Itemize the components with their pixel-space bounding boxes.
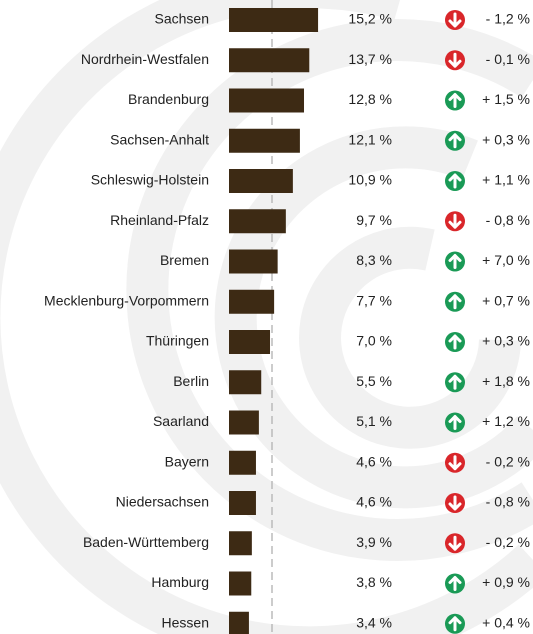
bar [229, 572, 251, 596]
value-label: 9,7 % [356, 212, 392, 228]
change-icon [445, 211, 465, 231]
chart: Sachsen 15,2 % - 1,2 % Nordrhein-Westfalen 1… [0, 0, 533, 634]
change-label: - 0,8 % [486, 494, 530, 510]
change-icon [445, 292, 465, 312]
change-icon [445, 10, 465, 30]
category-label: Sachsen [155, 11, 209, 27]
change-icon [445, 372, 465, 392]
change-icon [445, 493, 465, 513]
category-label: Bayern [165, 453, 209, 469]
category-label: Rheinland-Pfalz [110, 212, 209, 228]
change-label: + 1,1 % [482, 172, 530, 188]
bar [229, 612, 249, 634]
value-label: 7,0 % [356, 333, 392, 349]
category-label: Thüringen [146, 333, 209, 349]
value-label: 3,4 % [356, 614, 392, 630]
change-icon [445, 91, 465, 111]
bar [229, 531, 252, 555]
change-label: + 0,7 % [482, 292, 530, 308]
change-label: + 0,3 % [482, 131, 530, 147]
value-label: 4,6 % [356, 494, 392, 510]
value-label: 12,8 % [348, 91, 392, 107]
change-icon [445, 574, 465, 594]
change-icon [445, 171, 465, 191]
bar [229, 491, 256, 515]
change-label: - 0,1 % [486, 51, 530, 67]
change-icon [445, 413, 465, 433]
change-label: - 0,2 % [486, 534, 530, 550]
value-label: 3,9 % [356, 534, 392, 550]
category-label: Brandenburg [128, 91, 209, 107]
bar [229, 290, 274, 314]
bar [229, 48, 309, 72]
value-label: 12,1 % [348, 131, 392, 147]
value-label: 7,7 % [356, 292, 392, 308]
category-label: Sachsen-Anhalt [110, 131, 209, 147]
bar [229, 8, 318, 32]
change-icon [445, 252, 465, 272]
category-label: Baden-Württemberg [83, 534, 209, 550]
change-icon [445, 453, 465, 473]
change-label: + 0,4 % [482, 614, 530, 630]
change-icon [445, 50, 465, 70]
change-icon [445, 614, 465, 634]
category-label: Berlin [173, 373, 209, 389]
bar [229, 411, 259, 435]
bar [229, 330, 270, 354]
value-label: 4,6 % [356, 453, 392, 469]
bar [229, 129, 300, 153]
value-label: 3,8 % [356, 574, 392, 590]
category-label: Hessen [162, 614, 209, 630]
change-label: + 1,8 % [482, 373, 530, 389]
change-icon [445, 332, 465, 352]
category-label: Bremen [160, 252, 209, 268]
change-label: + 1,2 % [482, 413, 530, 429]
category-label: Niedersachsen [116, 494, 209, 510]
bar [229, 250, 278, 274]
bar [229, 89, 304, 113]
category-label: Nordrhein-Westfalen [81, 51, 209, 67]
change-icon [445, 533, 465, 553]
bar [229, 169, 293, 193]
change-label: + 1,5 % [482, 91, 530, 107]
category-label: Saarland [153, 413, 209, 429]
value-label: 10,9 % [348, 172, 392, 188]
category-label: Hamburg [151, 574, 209, 590]
change-label: - 0,2 % [486, 453, 530, 469]
change-label: + 0,3 % [482, 333, 530, 349]
bar [229, 451, 256, 475]
bar [229, 370, 261, 394]
value-label: 15,2 % [348, 11, 392, 27]
value-label: 5,5 % [356, 373, 392, 389]
category-label: Mecklenburg-Vorpommern [44, 292, 209, 308]
change-label: + 7,0 % [482, 252, 530, 268]
change-label: - 1,2 % [486, 11, 530, 27]
value-label: 13,7 % [348, 51, 392, 67]
change-icon [445, 131, 465, 151]
change-label: - 0,8 % [486, 212, 530, 228]
category-label: Schleswig-Holstein [91, 172, 209, 188]
value-label: 5,1 % [356, 413, 392, 429]
value-label: 8,3 % [356, 252, 392, 268]
change-label: + 0,9 % [482, 574, 530, 590]
bar [229, 209, 286, 233]
